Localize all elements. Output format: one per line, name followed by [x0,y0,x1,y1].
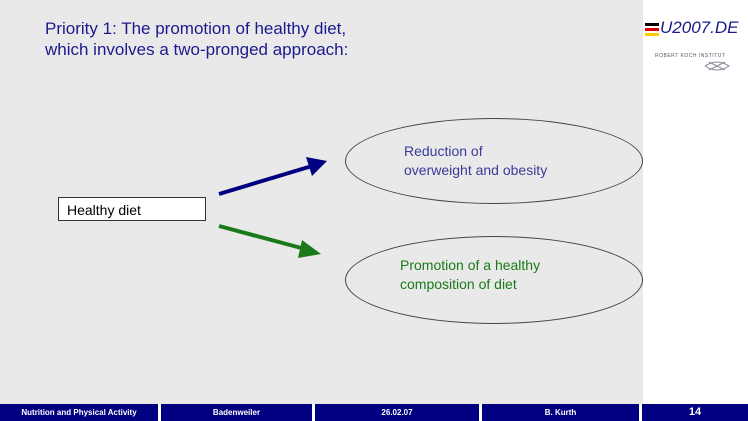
outcome-ellipse-composition: Promotion of a healthy composition of die… [345,236,643,324]
arrowhead-upper [306,157,327,176]
footer-date: 26.02.07 [315,404,479,421]
logo: U2007.DE ROBERT KOCH INSTITUT [645,18,748,78]
slide-canvas: Priority 1: The promotion of healthy die… [0,0,643,404]
title-line-1: Priority 1: The promotion of healthy die… [45,19,347,38]
healthy-diet-box: Healthy diet [58,197,206,221]
arrows [218,157,327,258]
eu2007-logo: U2007.DE [660,18,739,37]
arrowhead-lower [298,240,321,258]
footer-place: Badenweiler [161,404,312,421]
slide-title: Priority 1: The promotion of healthy die… [45,18,348,60]
arrow-lower [218,224,306,251]
footer-topic: Nutrition and Physical Activity [0,404,158,421]
rki-logo: ROBERT KOCH INSTITUT [655,53,726,59]
outcome1-line2: overweight and obesity [404,162,548,178]
footer: Nutrition and Physical Activity Badenwei… [0,404,748,421]
flag-stripes-icon [645,23,659,38]
eu2007-text: 2007.DE [672,18,739,37]
arrow-upper [218,164,313,196]
title-line-2: which involves a two-pronged approach: [45,40,349,59]
footer-author: B. Kurth [482,404,639,421]
outcome-ellipse-obesity: Reduction of overweight and obesity [345,118,643,204]
footer-page-number: 14 [642,404,748,421]
outcome2-line2: composition of diet [400,276,517,292]
rki-emblem-icon [704,61,730,71]
outcome1-line1: Reduction of [404,143,483,159]
outcome2-line1: Promotion of a healthy [400,257,541,273]
